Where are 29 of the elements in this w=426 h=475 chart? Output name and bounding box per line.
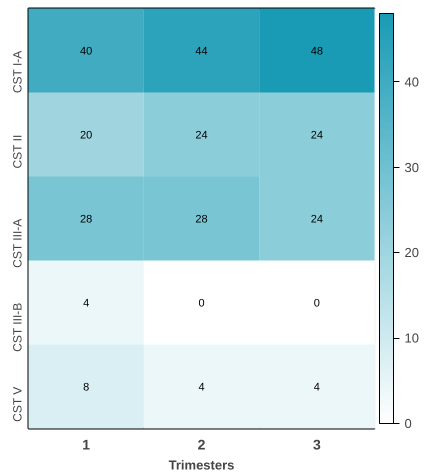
color-bar-label: 40 bbox=[404, 74, 419, 90]
data-label: 4 bbox=[198, 382, 205, 394]
y-tick-label: CST II bbox=[10, 134, 24, 168]
data-label: 0 bbox=[314, 298, 320, 310]
x-tick-label: 3 bbox=[312, 436, 321, 452]
data-label: 28 bbox=[195, 214, 208, 226]
x-tick-label: 1 bbox=[82, 436, 90, 452]
data-label: 4 bbox=[83, 298, 90, 310]
data-label: 8 bbox=[83, 382, 90, 394]
x-axis-title: Trimesters bbox=[168, 458, 234, 472]
color-bar-label: 30 bbox=[404, 160, 419, 175]
data-label: 0 bbox=[198, 298, 205, 310]
data-label: 24 bbox=[195, 130, 208, 142]
data-label: 44 bbox=[195, 46, 208, 58]
y-tick-label: CST I-A bbox=[10, 50, 24, 94]
data-label: 48 bbox=[310, 46, 323, 58]
data-label: 4 bbox=[314, 382, 320, 394]
color-bar-label: 20 bbox=[404, 245, 419, 260]
y-tick-label: CST III-A bbox=[10, 218, 24, 268]
color-bar-label: 10 bbox=[404, 330, 419, 346]
y-tick-label: CST V bbox=[10, 386, 24, 422]
x-tick-label: 2 bbox=[198, 436, 206, 452]
data-label: 20 bbox=[80, 130, 92, 142]
y-tick-label: CST III-B bbox=[10, 302, 24, 352]
data-label: 40 bbox=[80, 46, 92, 58]
color-bar-label: 0 bbox=[404, 416, 412, 431]
data-label: 24 bbox=[310, 214, 323, 226]
data-label: 24 bbox=[310, 130, 323, 142]
data-label: 28 bbox=[80, 214, 92, 226]
